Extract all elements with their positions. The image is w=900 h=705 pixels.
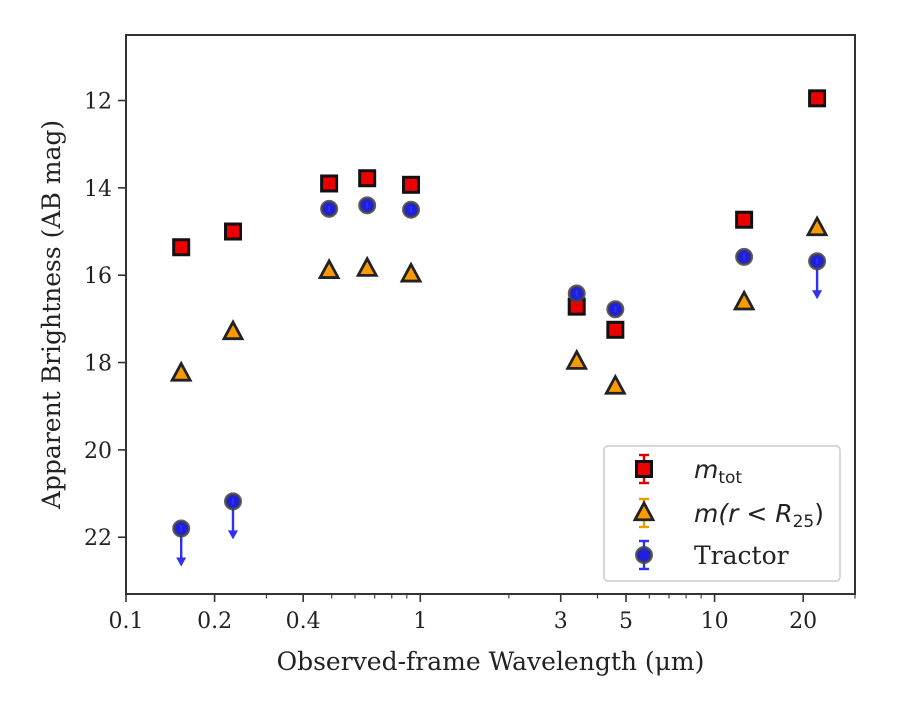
series-3 — [172, 196, 827, 567]
y-axis-label: Apparent Brightness (AB mag) — [37, 120, 66, 510]
legend-circle-marker — [635, 546, 653, 564]
data-marks — [169, 89, 829, 567]
series-1 — [172, 89, 827, 339]
legend-label: m(r < R25) — [694, 499, 824, 532]
y-tick-label: 18 — [84, 352, 112, 377]
legend: mtot m(r < R25) Tractor — [603, 445, 841, 582]
y-tick-label: 14 — [84, 177, 112, 202]
upper-limit-arrow-head — [176, 557, 187, 567]
plot-frame — [125, 34, 856, 595]
legend-square-marker — [635, 460, 653, 478]
upper-limit-arrow-head — [812, 290, 823, 300]
series-2 — [169, 215, 829, 395]
legend-box — [603, 445, 841, 582]
legend-items: mtot m(r < R25) Tractor — [632, 453, 824, 571]
legend-triangle-marker — [632, 500, 656, 522]
upper-limit-arrow-head — [228, 530, 239, 540]
y-tick-label: 22 — [84, 526, 112, 551]
axis-ticks: 0.1 0.2 0.4 1 3 5 10 20 12 14 16 18 20 22 — [84, 90, 856, 634]
legend-label: mtot — [694, 455, 742, 488]
y-tick-label: 12 — [84, 90, 112, 115]
x-tick-label: 3 — [554, 609, 568, 634]
y-tick-label: 16 — [84, 264, 112, 289]
x-tick-label: 0.2 — [197, 609, 232, 634]
x-tick-label: 1 — [413, 609, 427, 634]
x-tick-label: 0.1 — [109, 609, 144, 634]
legend-label: Tractor — [694, 541, 789, 570]
x-axis-label: Observed-frame Wavelength (μm) — [277, 647, 705, 676]
x-tick-label: 10 — [701, 609, 729, 634]
y-tick-label: 20 — [84, 439, 112, 464]
x-tick-label: 5 — [619, 609, 633, 634]
x-tick-label: 0.4 — [286, 609, 321, 634]
x-tick-label: 20 — [789, 609, 817, 634]
